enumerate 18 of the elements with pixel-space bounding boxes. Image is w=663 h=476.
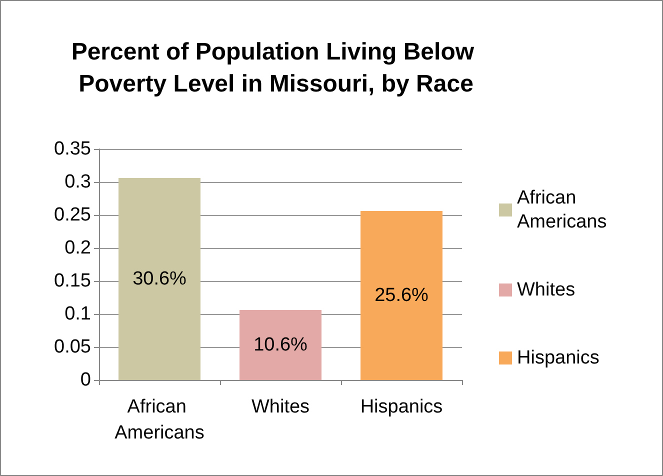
data-label: 25.6%	[374, 285, 429, 306]
legend-label: Hispanics	[517, 348, 600, 368]
x-tick-label: African Americans	[114, 396, 204, 444]
y-tick-label: 0.1	[64, 304, 91, 324]
y-tick-label: 0	[80, 370, 91, 390]
y-tick-label: 0.35	[54, 138, 91, 160]
x-tick-label: Hispanics	[360, 396, 443, 418]
y-tick-label: 0.15	[54, 270, 91, 292]
legend-label: African Americans	[517, 188, 607, 232]
y-tick-label: 0.05	[54, 336, 91, 358]
y-tick-label: 0.2	[64, 238, 91, 258]
data-label: 10.6%	[254, 334, 308, 356]
y-tick-label: 0.25	[54, 204, 91, 226]
y-tick-label: 0.3	[64, 172, 91, 192]
legend-label: Whites	[517, 280, 576, 300]
x-tick-label: Whites	[251, 396, 310, 418]
chart-title: Percent of Population Living Below Poverty Level in Missouri, by Race	[71, 38, 481, 98]
data-label: 30.6%	[132, 268, 187, 290]
